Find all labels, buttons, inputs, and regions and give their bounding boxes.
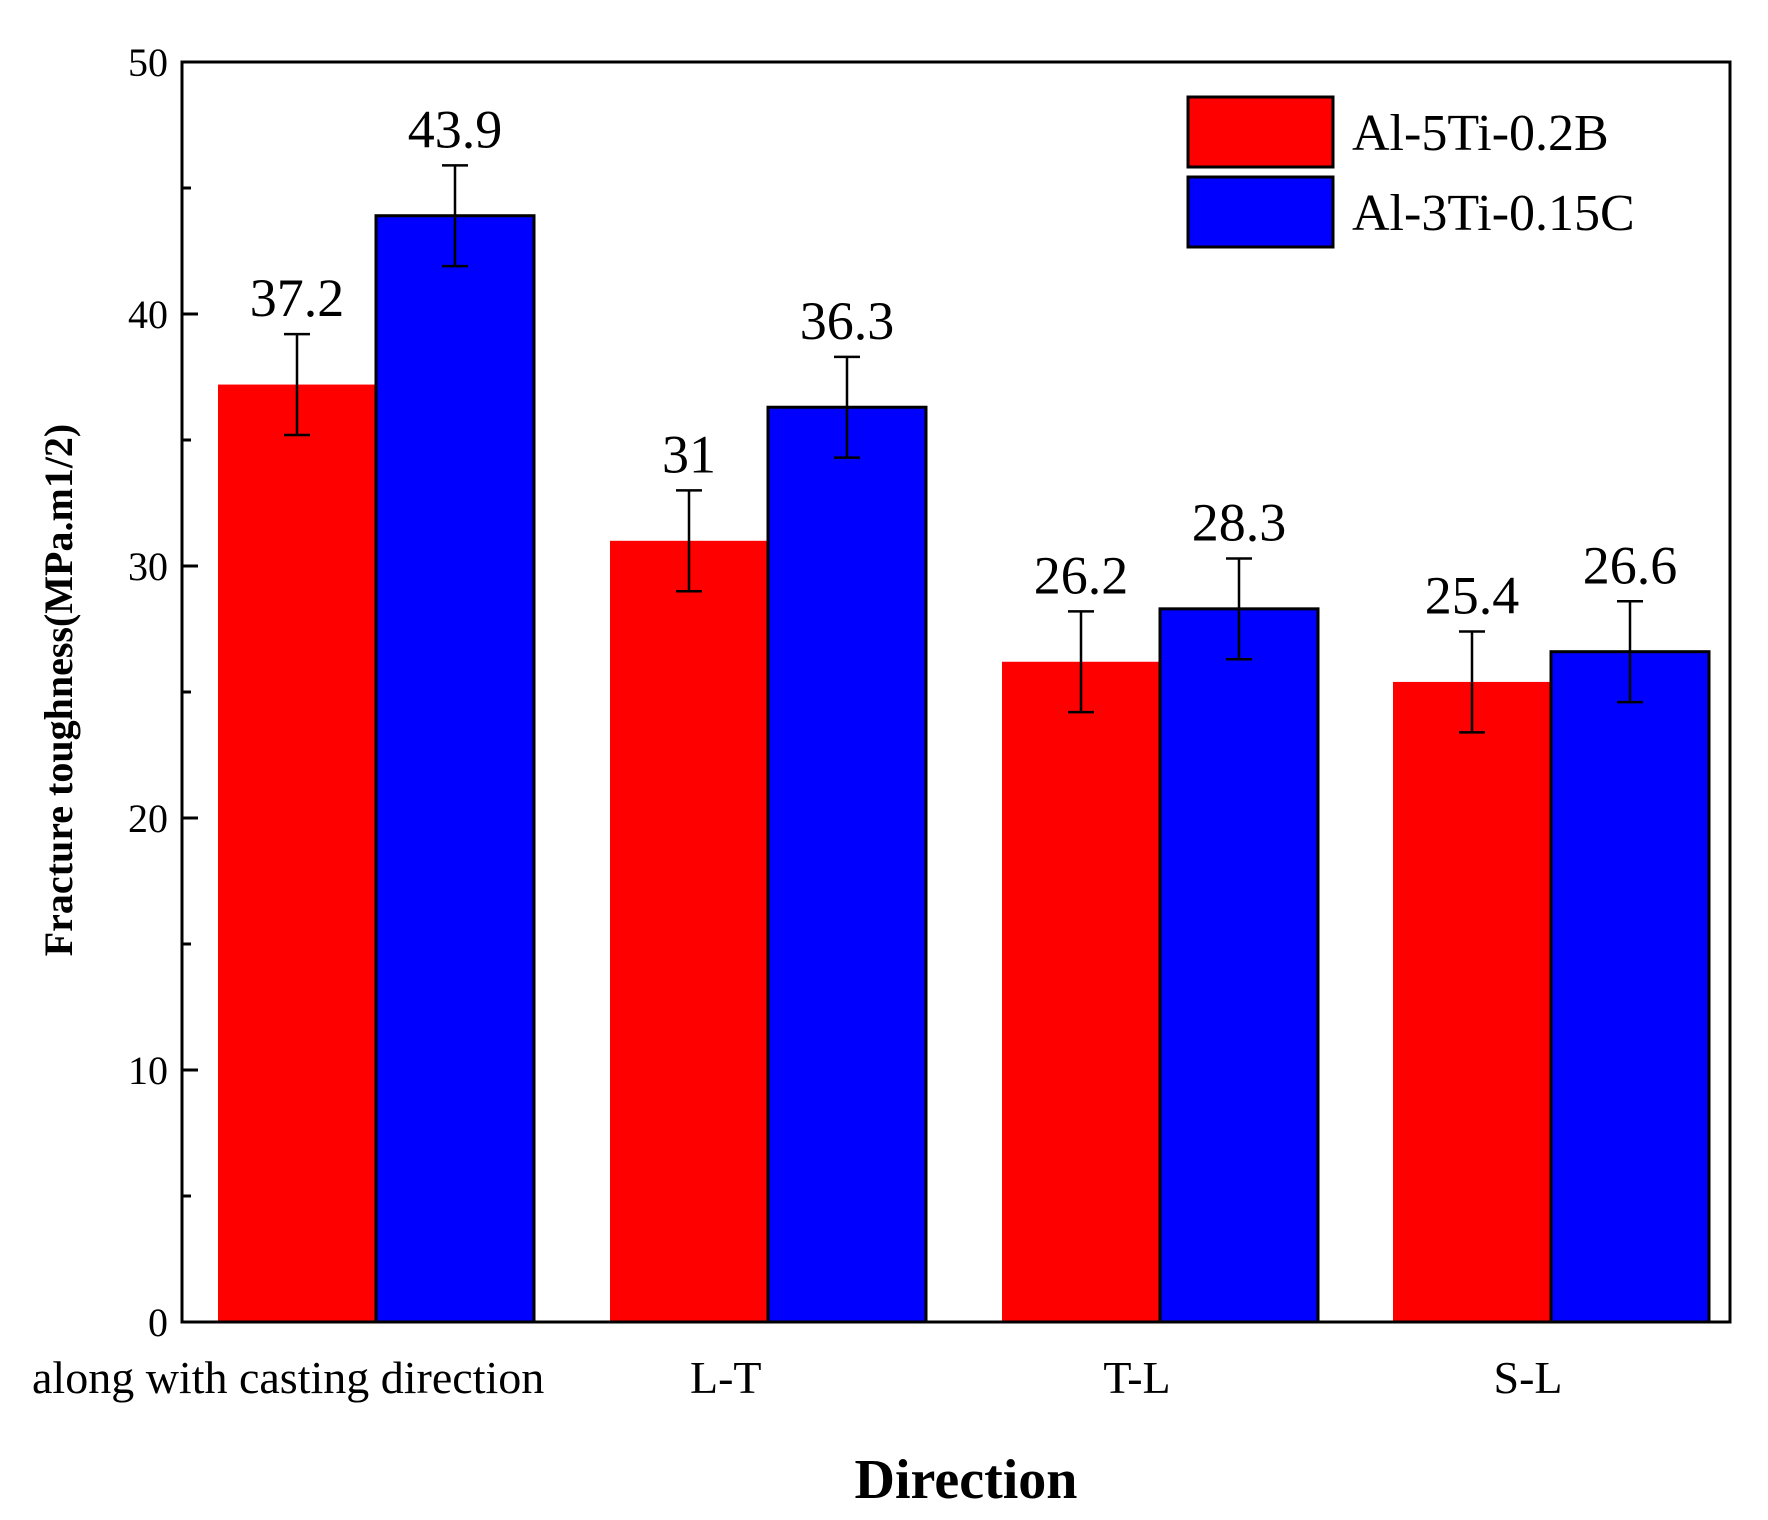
y-axis-label: Fracture toughness(MPa.m1/2) xyxy=(36,424,81,957)
value-label-al-3ti-0.15c-1: 36.3 xyxy=(800,291,895,351)
bar-al-3ti-0.15c-1 xyxy=(766,405,928,1324)
legend-label-al-3ti-0.15c: Al-3Ti-0.15C xyxy=(1352,185,1635,242)
legend: Al-5Ti-0.2B Al-3Ti-0.15C xyxy=(1186,95,1635,249)
value-label-al-3ti-0.15c-2: 28.3 xyxy=(1192,492,1287,552)
error-bar-al-3ti-0.15c-2 xyxy=(1226,557,1252,661)
x-axis-label: Direction xyxy=(855,1449,1078,1511)
error-bar-al-3ti-0.15c-1 xyxy=(834,355,860,459)
bar-al-5ti-0.2b-0 xyxy=(218,384,376,1322)
value-labels-layer: 37.2 31 26.2 25.4 43.9 36.3 28.3 26.6 xyxy=(250,99,1678,625)
bar-al-5ti-0.2b-3 xyxy=(1393,681,1551,1322)
bar-al-3ti-0.15c-2 xyxy=(1158,607,1320,1324)
error-bar-al-5ti-0.2b-0 xyxy=(284,332,310,437)
bar-al-5ti-0.2b-1 xyxy=(610,540,768,1322)
error-bar-al-3ti-0.15c-0 xyxy=(442,164,468,268)
category-label-l-t: L-T xyxy=(690,1352,762,1403)
bar-al-5ti-0.2b-2 xyxy=(1002,661,1160,1322)
legend-label-al-5ti-0.2b: Al-5Ti-0.2B xyxy=(1352,105,1609,162)
value-label-al-5ti-0.2b-2: 26.2 xyxy=(1034,545,1129,605)
value-label-al-3ti-0.15c-3: 26.6 xyxy=(1583,535,1678,595)
y-tick-label-50: 50 xyxy=(128,40,168,85)
bars-layer xyxy=(218,214,1711,1324)
legend-swatch-al-5ti-0.2b xyxy=(1186,95,1335,169)
y-tick-label-0: 0 xyxy=(148,1300,168,1345)
legend-swatch-al-3ti-0.15c xyxy=(1186,175,1335,249)
error-bar-al-5ti-0.2b-1 xyxy=(676,489,702,593)
error-bars-layer xyxy=(284,164,1643,734)
value-label-al-5ti-0.2b-1: 31 xyxy=(662,424,716,484)
y-tick-label-10: 10 xyxy=(128,1048,168,1093)
value-label-al-3ti-0.15c-0: 43.9 xyxy=(408,99,503,159)
value-label-al-5ti-0.2b-0: 37.2 xyxy=(250,268,345,328)
category-label-along-with-casting-direction: along with casting direction xyxy=(32,1352,544,1403)
error-bar-al-5ti-0.2b-2 xyxy=(1068,610,1094,714)
value-label-al-5ti-0.2b-3: 25.4 xyxy=(1425,566,1520,626)
category-label-t-l: T-L xyxy=(1103,1352,1170,1403)
error-bar-al-3ti-0.15c-3 xyxy=(1617,600,1643,704)
y-tick-label-40: 40 xyxy=(128,292,168,337)
category-label-s-l: S-L xyxy=(1494,1352,1563,1403)
bar-al-3ti-0.15c-3 xyxy=(1549,650,1711,1324)
y-tick-label-30: 30 xyxy=(128,544,168,589)
axes-layer: 0 10 20 30 40 50 xyxy=(128,40,1732,1345)
bar-al-3ti-0.15c-0 xyxy=(374,214,536,1324)
y-tick-label-20: 20 xyxy=(128,796,168,841)
error-bar-al-5ti-0.2b-3 xyxy=(1459,630,1485,734)
